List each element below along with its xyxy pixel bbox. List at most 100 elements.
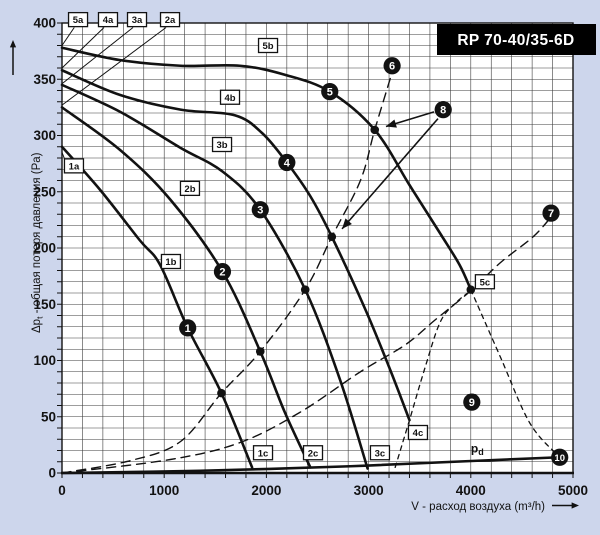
point-markers: 1 2 3 4 5 6 7 8 9 10 <box>179 57 569 466</box>
range-boundary <box>394 290 472 469</box>
fan-curve-3 <box>60 83 369 470</box>
point-marker-circle <box>551 448 569 466</box>
chart-title: RP 70-40/35-6D <box>437 24 596 55</box>
curve-label-text: 4a <box>103 15 114 26</box>
operating-point-dot <box>300 285 310 294</box>
x-tick-label: 2000 <box>251 483 281 498</box>
point-marker-3: 3 <box>251 201 269 219</box>
curve-label-3a: 3a <box>126 11 148 28</box>
x-tick-label: 1000 <box>149 483 179 498</box>
point-marker-2: 2 <box>213 263 232 281</box>
point-marker-circle <box>278 153 296 172</box>
x-axis-tick-labels: 0 1000 2000 3000 4000 5000 <box>58 483 588 498</box>
point-marker-circle <box>542 204 560 222</box>
operating-points <box>217 125 476 398</box>
curve-label-box <box>179 180 201 197</box>
curve-label-text: 3b <box>216 140 227 151</box>
point-marker-number: 1 <box>185 323 191 335</box>
pointer-arrows <box>341 111 439 230</box>
tick-marks <box>57 22 574 478</box>
curve-label-box <box>407 424 429 441</box>
curve-segment-labels: 5a 4a 3a 2a 1a 5b 4b 3b 2b 1b 1c 2c 3c 4c 5c <box>63 11 496 461</box>
y-tick-label: 50 <box>41 409 56 424</box>
fan-curve-5-extension <box>470 288 561 458</box>
operating-point-dot <box>466 285 476 294</box>
operating-point-dot <box>370 125 380 135</box>
curve-label-box <box>63 158 85 174</box>
curve-label-text: 3c <box>375 448 386 459</box>
title-text: RP 70-40/35-6D <box>457 32 574 49</box>
point-marker-4: 4 <box>278 153 296 172</box>
operating-point-dot <box>217 388 226 398</box>
curve-label-box <box>97 11 119 28</box>
curve-label-3b: 3b <box>211 136 233 153</box>
point-marker-number: 9 <box>469 397 475 409</box>
curve-label-4a: 4a <box>97 11 119 28</box>
arrow-line <box>341 118 439 230</box>
curve-label-text: 5c <box>480 277 491 288</box>
y-tick-label: 150 <box>33 297 56 312</box>
pd-label: pd <box>471 441 484 457</box>
y-tick-label: 300 <box>33 128 56 143</box>
curve-label-1c: 1c <box>252 445 274 461</box>
curve-label-text: 1a <box>69 161 80 172</box>
curve-label-box <box>126 11 148 28</box>
curve-label-text: 2a <box>165 15 176 26</box>
point-marker-7: 7 <box>542 204 560 222</box>
system-curve-to-6 <box>61 71 393 474</box>
curve-label-2a: 2a <box>159 11 181 28</box>
curve-label-box <box>369 445 391 461</box>
curve-label-box <box>474 274 496 290</box>
pd-label-text: pd <box>471 441 484 457</box>
curve-label-text: 1b <box>165 257 176 268</box>
curve-label-2b: 2b <box>179 180 201 197</box>
point-marker-10: 10 <box>551 448 569 466</box>
leader-line <box>61 27 134 85</box>
point-marker-circle <box>434 101 452 119</box>
point-marker-circle <box>179 319 197 337</box>
point-marker-5: 5 <box>321 83 339 101</box>
point-marker-number: 8 <box>440 105 446 117</box>
y-axis-arrow-head-icon <box>9 40 17 48</box>
operating-point-dot <box>255 347 265 356</box>
y-axis-label: Δpt - общая потеря давления (Pa) <box>31 152 45 333</box>
point-marker-number: 4 <box>284 157 291 169</box>
x-axis-arrow-head-icon <box>571 502 579 509</box>
point-marker-8: 8 <box>434 101 452 119</box>
curve-label-box <box>159 11 181 28</box>
point-marker-9: 9 <box>463 393 481 411</box>
curve-label-box <box>211 136 233 153</box>
curve-label-box <box>67 11 89 28</box>
arrow-head-icon <box>342 218 352 229</box>
x-tick-label: 3000 <box>354 483 384 498</box>
point-marker-circle <box>251 201 269 219</box>
curve-label-4c: 4c <box>407 424 429 441</box>
point-marker-number: 7 <box>548 208 554 220</box>
curve-label-text: 5b <box>262 41 273 52</box>
y-tick-label: 0 <box>48 466 56 481</box>
y-tick-label: 250 <box>33 184 56 199</box>
curve-label-1a: 1a <box>63 158 85 174</box>
point-marker-circle <box>463 393 481 411</box>
y-tick-label: 350 <box>33 72 56 87</box>
curve-label-5b: 5b <box>257 37 279 54</box>
label-leader-lines <box>61 27 167 173</box>
point-marker-1: 1 <box>179 319 197 337</box>
curve-label-3c: 3c <box>369 445 391 461</box>
curve-label-5a: 5a <box>67 11 89 28</box>
x-tick-label: 5000 <box>558 483 588 498</box>
curve-label-5c: 5c <box>474 274 496 290</box>
y-axis-tick-labels: 0 50 100 150 200 250 300 350 400 <box>33 16 56 481</box>
curve-label-box <box>160 253 182 270</box>
curve-label-2c: 2c <box>302 445 324 461</box>
point-marker-6: 6 <box>383 57 401 75</box>
point-marker-circle <box>383 57 401 75</box>
curve-label-text: 4b <box>224 93 235 104</box>
curve-label-text: 2c <box>308 448 319 459</box>
curve-label-text: 5a <box>73 15 84 26</box>
y-tick-label: 100 <box>33 353 56 368</box>
system-curve-to-7 <box>61 215 553 474</box>
title-box <box>437 24 596 55</box>
x-tick-label: 0 <box>58 483 66 498</box>
